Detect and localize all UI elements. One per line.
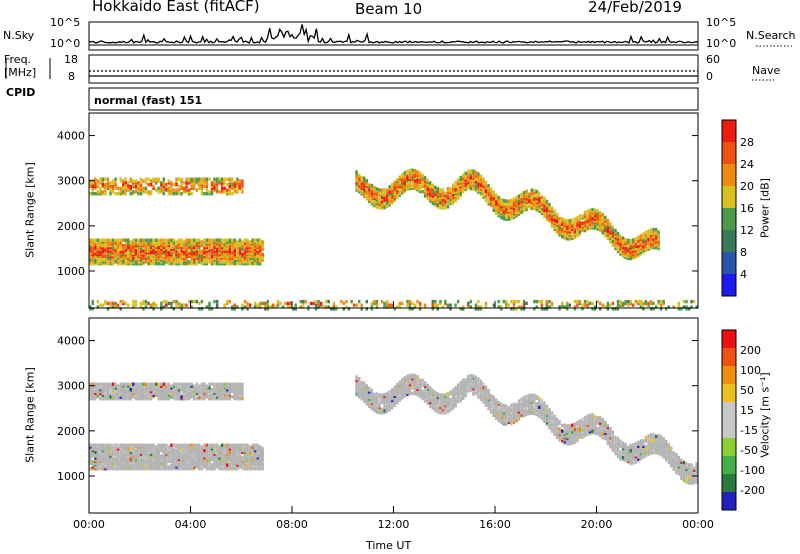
velocity-colorbar-swatch xyxy=(722,402,736,420)
beam-label: Beam 10 xyxy=(355,0,423,18)
power-colorbar-swatch xyxy=(722,164,736,186)
range-tick-label: 3000 xyxy=(57,175,85,188)
power-colorbar-tick-label: 28 xyxy=(740,136,754,149)
velocity-colorbar-swatch xyxy=(722,438,736,456)
power-colorbar-tick-label: 24 xyxy=(740,158,754,171)
power-colorbar-swatch xyxy=(722,186,736,208)
velocity-colorbar-swatch xyxy=(722,384,736,402)
freq-label-line1: Freq. xyxy=(4,53,32,66)
power-colorbar-frame xyxy=(721,119,737,297)
cpid-label: CPID xyxy=(6,86,36,99)
time-tick-label: 08:00 xyxy=(276,518,308,531)
velocity-colorbar-tick-label: -200 xyxy=(740,484,765,497)
time-tick-label: 00:00 xyxy=(73,518,105,531)
velocity-colorbar-tick-label: -15 xyxy=(740,424,758,437)
power-colorbar-tick-label: 4 xyxy=(740,268,747,281)
power-colorbar-tick-label: 16 xyxy=(740,202,754,215)
velocity-colorbar-tick-label: 100 xyxy=(740,364,761,377)
noise-left-tick-bottom: 10^0 xyxy=(50,37,81,50)
velocity-heatmap xyxy=(89,373,698,485)
noise-right-tick-bottom: 10^0 xyxy=(706,37,737,50)
freq-left-tick-top: 18 xyxy=(64,53,78,66)
noise-sky-trace xyxy=(88,24,699,44)
range-tick-label: 1000 xyxy=(57,470,85,483)
time-tick-label: 20:00 xyxy=(581,518,613,531)
power-colorbar-swatch xyxy=(722,142,736,164)
freq-panel-frame xyxy=(88,54,699,84)
velocity-colorbar-swatch xyxy=(722,492,736,510)
time-tick-label: 00:00 xyxy=(682,518,714,531)
cpid-value: normal (fast) 151 xyxy=(94,94,203,107)
range-tick-label: 2000 xyxy=(57,425,85,438)
noise-left-tick-top: 10^5 xyxy=(50,16,81,29)
power-colorbar-swatch xyxy=(722,252,736,274)
time-tick-label: 12:00 xyxy=(378,518,410,531)
range-tick-label: 3000 xyxy=(57,380,85,393)
power-heatmap xyxy=(89,168,698,311)
freq-label-line2: [MHz] xyxy=(4,66,37,79)
power-panel-frame xyxy=(88,112,699,309)
velocity-colorbar-tick-label: 15 xyxy=(740,404,754,417)
nave-label: Nave xyxy=(752,64,781,77)
nave-right-tick-top: 60 xyxy=(706,53,720,66)
power-colorbar-tick-label: 12 xyxy=(740,224,754,237)
noise-search-label: N.Search xyxy=(746,29,796,42)
velocity-colorbar-swatch xyxy=(722,474,736,492)
time-tick-label: 04:00 xyxy=(175,518,207,531)
nave-right-tick-bottom: 0 xyxy=(706,70,713,83)
velocity-colorbar-swatch xyxy=(722,330,736,348)
noise-sky-label: N.Sky xyxy=(3,29,35,42)
range-tick-label: 4000 xyxy=(57,130,85,143)
velocity-colorbar-swatch xyxy=(722,348,736,366)
power-colorbar-swatch xyxy=(722,230,736,252)
range-tick-label: 4000 xyxy=(57,335,85,348)
velocity-panel-frame xyxy=(88,317,699,514)
velocity-colorbar-tick-label: 200 xyxy=(740,344,761,357)
power-colorbar-tick-label: 20 xyxy=(740,180,754,193)
power-colorbar-tick-label: 8 xyxy=(740,246,747,259)
cpid-panel-frame xyxy=(88,87,699,111)
power-colorbar-swatch xyxy=(722,120,736,142)
velocity-colorbar-frame xyxy=(721,329,737,511)
velocity-colorbar-tick-label: -50 xyxy=(740,444,758,457)
range-tick-label: 1000 xyxy=(57,265,85,278)
power-colorbar-swatch xyxy=(722,208,736,230)
velocity-colorbar-tick-label: -100 xyxy=(740,464,765,477)
noise-right-tick-top: 10^5 xyxy=(706,16,737,29)
velocity-colorbar-swatch xyxy=(722,366,736,384)
velocity-colorbar-swatch xyxy=(722,420,736,438)
radar-title: Hokkaido East (fitACF) xyxy=(92,0,260,15)
range-tick-label: 2000 xyxy=(57,220,85,233)
velocity-colorbar-tick-label: 50 xyxy=(740,384,754,397)
x-axis-title: Time UT xyxy=(366,539,412,552)
power-colorbar-swatch xyxy=(722,274,736,296)
date-label: 24/Feb/2019 xyxy=(588,0,682,16)
freq-left-tick-bottom: 8 xyxy=(68,70,75,83)
noise-panel-frame xyxy=(88,21,699,51)
time-tick-label: 16:00 xyxy=(479,518,511,531)
velocity-colorbar-swatch xyxy=(722,456,736,474)
